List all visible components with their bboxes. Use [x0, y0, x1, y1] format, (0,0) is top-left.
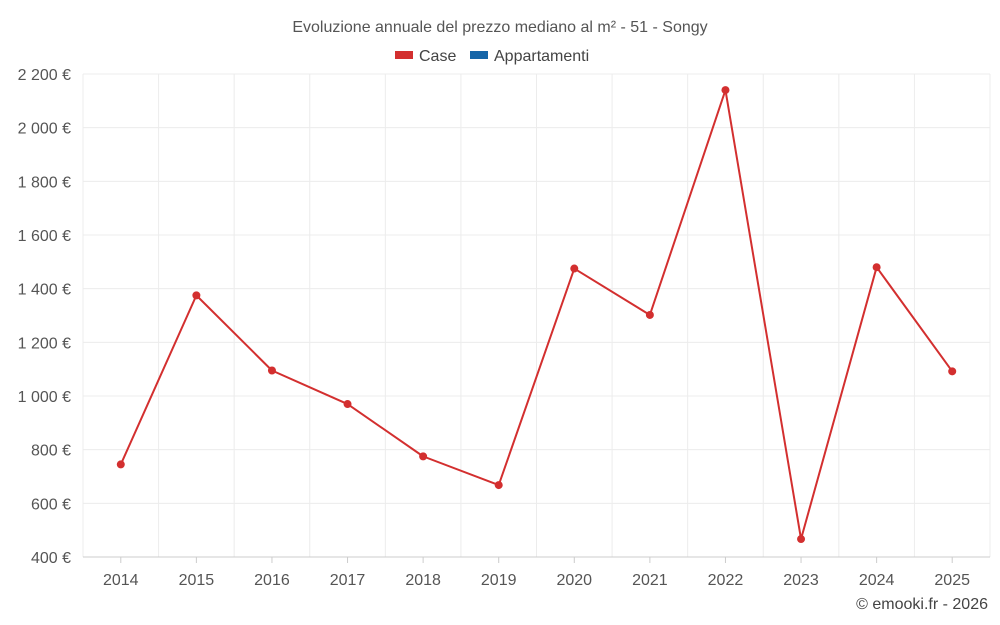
data-point[interactable]	[267, 366, 276, 375]
data-point[interactable]	[797, 535, 806, 544]
data-point[interactable]	[645, 310, 654, 319]
x-tick-label: 2015	[179, 572, 215, 589]
series-line	[119, 89, 954, 541]
y-tick-label: 2 200 €	[18, 67, 71, 84]
grid	[82, 73, 991, 557]
x-tick-label: 2020	[556, 572, 592, 589]
x-tick-label: 2023	[783, 572, 819, 589]
x-tick-label: 2025	[934, 572, 970, 589]
x-tick-label: 2022	[708, 572, 744, 589]
credit-text: © emooki.fr - 2026	[856, 596, 988, 613]
x-tick-label: 2014	[103, 572, 139, 589]
x-tick-label: 2024	[859, 572, 895, 589]
data-point[interactable]	[419, 452, 428, 461]
data-point[interactable]	[116, 460, 125, 469]
legend-swatch-case	[395, 51, 413, 59]
data-point[interactable]	[494, 481, 503, 490]
legend: Case Appartamenti	[395, 48, 589, 65]
data-point[interactable]	[570, 264, 579, 273]
legend-label-appartamenti[interactable]: Appartamenti	[494, 48, 589, 65]
x-tick-label: 2019	[481, 572, 517, 589]
legend-swatch-appartamenti	[470, 51, 488, 59]
data-point[interactable]	[948, 367, 957, 376]
x-tick-label: 2017	[330, 572, 366, 589]
legend-label-case[interactable]: Case	[419, 48, 456, 65]
y-tick-label: 1 000 €	[18, 389, 71, 406]
data-point[interactable]	[343, 400, 352, 409]
y-axis: 400 € 600 € 800 € 1 000 € 1 200 € 1 400 € 1 60…	[18, 67, 71, 567]
y-tick-label: 400 €	[31, 550, 71, 567]
y-tick-label: 1 400 €	[18, 282, 71, 299]
x-tick-label: 2016	[254, 572, 290, 589]
series-case	[116, 86, 957, 544]
y-tick-label: 2 000 €	[18, 121, 71, 138]
y-tick-label: 600 €	[31, 496, 71, 513]
data-point[interactable]	[721, 86, 730, 95]
chart-title: Evoluzione annuale del prezzo mediano al…	[292, 19, 707, 36]
y-tick-label: 1 800 €	[18, 174, 71, 191]
x-tick-label: 2018	[405, 572, 441, 589]
y-tick-label: 1 200 €	[18, 335, 71, 352]
x-tick-label: 2021	[632, 572, 668, 589]
data-point[interactable]	[192, 291, 201, 300]
data-point[interactable]	[872, 263, 881, 272]
x-axis: 2014 2015 2016 2017 2018 2019 2020 2021 2022 2023…	[83, 556, 990, 589]
y-tick-label: 1 600 €	[18, 228, 71, 245]
y-tick-label: 800 €	[31, 443, 71, 460]
